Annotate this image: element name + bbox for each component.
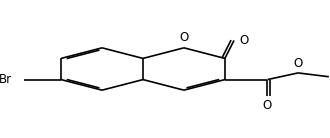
Text: O: O <box>293 56 303 70</box>
Text: Br: Br <box>0 73 12 86</box>
Text: O: O <box>240 34 249 47</box>
Text: O: O <box>263 99 272 112</box>
Text: O: O <box>179 31 188 44</box>
